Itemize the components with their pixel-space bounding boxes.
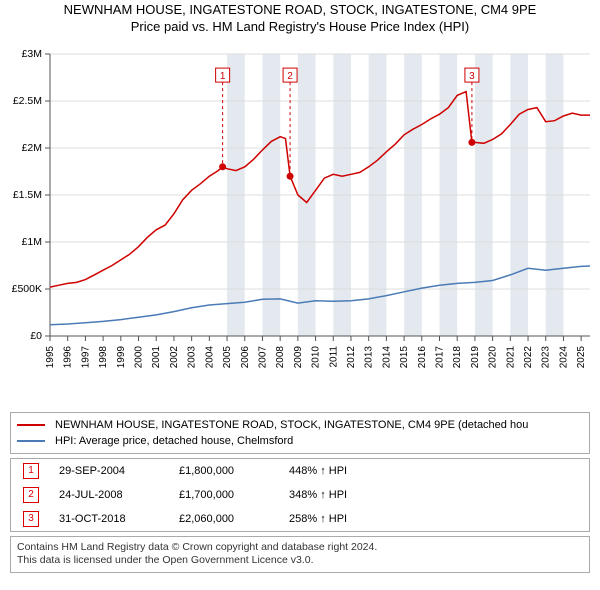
svg-text:2006: 2006	[240, 345, 251, 368]
svg-text:2015: 2015	[399, 345, 410, 368]
svg-text:2016: 2016	[417, 345, 428, 368]
svg-text:3: 3	[469, 71, 475, 82]
sales-table: 1 29-SEP-2004£1,800,000448% HPI 2 24-JUL-20…	[10, 458, 590, 532]
svg-text:£3M: £3M	[22, 48, 42, 60]
svg-text:2009: 2009	[293, 345, 304, 368]
svg-text:2022: 2022	[523, 345, 534, 368]
svg-text:1: 1	[220, 71, 226, 82]
svg-text:2003: 2003	[187, 345, 198, 368]
sale-marker-badge: 3	[23, 511, 39, 527]
svg-text:£1M: £1M	[22, 236, 42, 248]
svg-text:2012: 2012	[346, 345, 357, 368]
svg-text:2018: 2018	[452, 345, 463, 368]
legend-label: NEWNHAM HOUSE, INGATESTONE ROAD, STOCK, …	[55, 419, 528, 431]
svg-text:2000: 2000	[134, 345, 145, 368]
svg-text:2025: 2025	[576, 345, 587, 368]
svg-text:£0: £0	[30, 330, 42, 342]
sale-hpi-pct: 258% HPI	[283, 513, 589, 525]
svg-text:2001: 2001	[151, 345, 162, 368]
svg-text:2005: 2005	[222, 345, 233, 368]
svg-text:1999: 1999	[116, 345, 127, 368]
legend-row: NEWNHAM HOUSE, INGATESTONE ROAD, STOCK, …	[17, 417, 583, 433]
sale-row: 3 31-OCT-2018£2,060,000258% HPI	[11, 507, 589, 531]
svg-text:£1.5M: £1.5M	[13, 189, 42, 201]
chart-title: NEWNHAM HOUSE, INGATESTONE ROAD, STOCK, …	[0, 0, 600, 36]
svg-text:2023: 2023	[541, 345, 552, 368]
svg-text:2019: 2019	[470, 345, 481, 368]
footer-line-2: This data is licensed under the Open Gov…	[17, 554, 583, 568]
sale-row: 1 29-SEP-2004£1,800,000448% HPI	[11, 459, 589, 483]
sale-date: 29-SEP-2004	[53, 465, 173, 477]
svg-text:£500K: £500K	[12, 283, 42, 295]
svg-text:1996: 1996	[63, 345, 74, 368]
svg-text:2021: 2021	[505, 345, 516, 368]
attribution-footer: Contains HM Land Registry data © Crown c…	[10, 536, 590, 573]
svg-text:2014: 2014	[381, 345, 392, 368]
title-line-1: NEWNHAM HOUSE, INGATESTONE ROAD, STOCK, …	[8, 2, 592, 19]
title-line-2: Price paid vs. HM Land Registry's House …	[8, 19, 592, 36]
sale-hpi-pct: 348% HPI	[283, 489, 589, 501]
sale-price: £1,800,000	[173, 465, 283, 477]
svg-text:£2.5M: £2.5M	[13, 95, 42, 107]
sale-price: £1,700,000	[173, 489, 283, 501]
sale-date: 24-JUL-2008	[53, 489, 173, 501]
legend-label: HPI: Average price, detached house, Chel…	[55, 435, 293, 447]
legend-row: HPI: Average price, detached house, Chel…	[17, 433, 583, 449]
legend: NEWNHAM HOUSE, INGATESTONE ROAD, STOCK, …	[10, 412, 590, 454]
svg-text:2011: 2011	[328, 345, 339, 367]
legend-swatch	[17, 440, 45, 442]
svg-text:2007: 2007	[257, 345, 268, 368]
svg-text:1995: 1995	[45, 345, 56, 368]
footer-line-1: Contains HM Land Registry data © Crown c…	[17, 541, 583, 555]
svg-text:1998: 1998	[98, 345, 109, 368]
svg-text:2020: 2020	[488, 345, 499, 368]
chart-area: £0 £500K £1M £1.5M £2M £2.5M £3M 1995 1996 1997 19…	[0, 36, 600, 406]
sale-marker-badge: 2	[23, 487, 39, 503]
svg-text:2004: 2004	[204, 345, 215, 368]
price-chart: £0 £500K £1M £1.5M £2M £2.5M £3M 1995 1996 1997 19…	[0, 36, 600, 406]
svg-text:2017: 2017	[435, 345, 446, 368]
legend-swatch	[17, 424, 45, 426]
sale-row: 2 24-JUL-2008£1,700,000348% HPI	[11, 483, 589, 507]
svg-text:2: 2	[287, 71, 293, 82]
sale-price: £2,060,000	[173, 513, 283, 525]
sale-marker-badge: 1	[23, 463, 39, 479]
svg-text:2008: 2008	[275, 345, 286, 368]
svg-text:1997: 1997	[80, 345, 91, 368]
sale-date: 31-OCT-2018	[53, 513, 173, 525]
svg-text:2002: 2002	[169, 345, 180, 368]
svg-text:2010: 2010	[311, 345, 322, 368]
svg-text:2024: 2024	[558, 345, 569, 368]
svg-text:2013: 2013	[364, 345, 375, 368]
svg-text:£2M: £2M	[22, 142, 42, 154]
sale-hpi-pct: 448% HPI	[283, 465, 589, 477]
